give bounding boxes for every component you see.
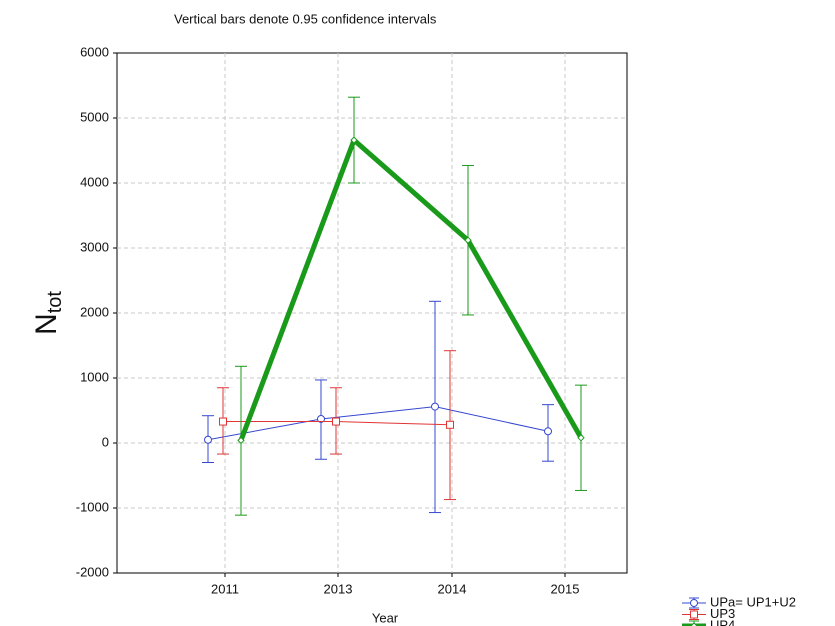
data-point bbox=[204, 435, 212, 444]
series-line bbox=[238, 137, 584, 442]
legend-marker bbox=[690, 622, 698, 626]
x-tick-label: 2013 bbox=[324, 581, 353, 596]
y-tick-label: 4000 bbox=[80, 174, 109, 189]
x-tick-label: 2014 bbox=[438, 581, 467, 596]
data-point bbox=[464, 236, 472, 244]
y-tick-label: 3000 bbox=[80, 239, 109, 254]
legend-label: UPa= UP1+U2 bbox=[710, 594, 796, 609]
data-point bbox=[431, 402, 439, 411]
data-point bbox=[317, 414, 325, 423]
legend-marker bbox=[690, 599, 698, 607]
legend-marker bbox=[690, 610, 698, 619]
y-axis-label-group: Ntot bbox=[30, 291, 66, 335]
y-tick-label: 6000 bbox=[80, 44, 109, 59]
chart-title: Vertical bars denote 0.95 confidence int… bbox=[174, 11, 437, 26]
y-axis-label: Ntot bbox=[30, 291, 66, 335]
data-point bbox=[577, 434, 585, 442]
series-line bbox=[207, 406, 549, 441]
x-axis-label: Year bbox=[372, 610, 399, 625]
data-point bbox=[332, 417, 340, 426]
data-point bbox=[446, 420, 454, 429]
data-point bbox=[350, 136, 358, 144]
data-point bbox=[219, 417, 227, 426]
y-tick-label: 0 bbox=[102, 434, 109, 449]
x-tick-label: 2015 bbox=[551, 581, 580, 596]
data-point bbox=[544, 427, 552, 436]
legend-label: UP3 bbox=[710, 606, 735, 621]
y-tick-label: -1000 bbox=[76, 499, 109, 514]
y-tick-label: 1000 bbox=[80, 369, 109, 384]
y-axis-label-main: N bbox=[30, 313, 63, 335]
x-tick-label: 2011 bbox=[211, 581, 239, 596]
data-point bbox=[237, 436, 245, 445]
legend-label: UP4 bbox=[710, 617, 735, 626]
y-tick-label: 5000 bbox=[80, 109, 109, 124]
y-tick-label: -2000 bbox=[76, 564, 109, 579]
y-axis-label-sub: tot bbox=[44, 291, 66, 314]
y-tick-label: 2000 bbox=[80, 304, 109, 319]
